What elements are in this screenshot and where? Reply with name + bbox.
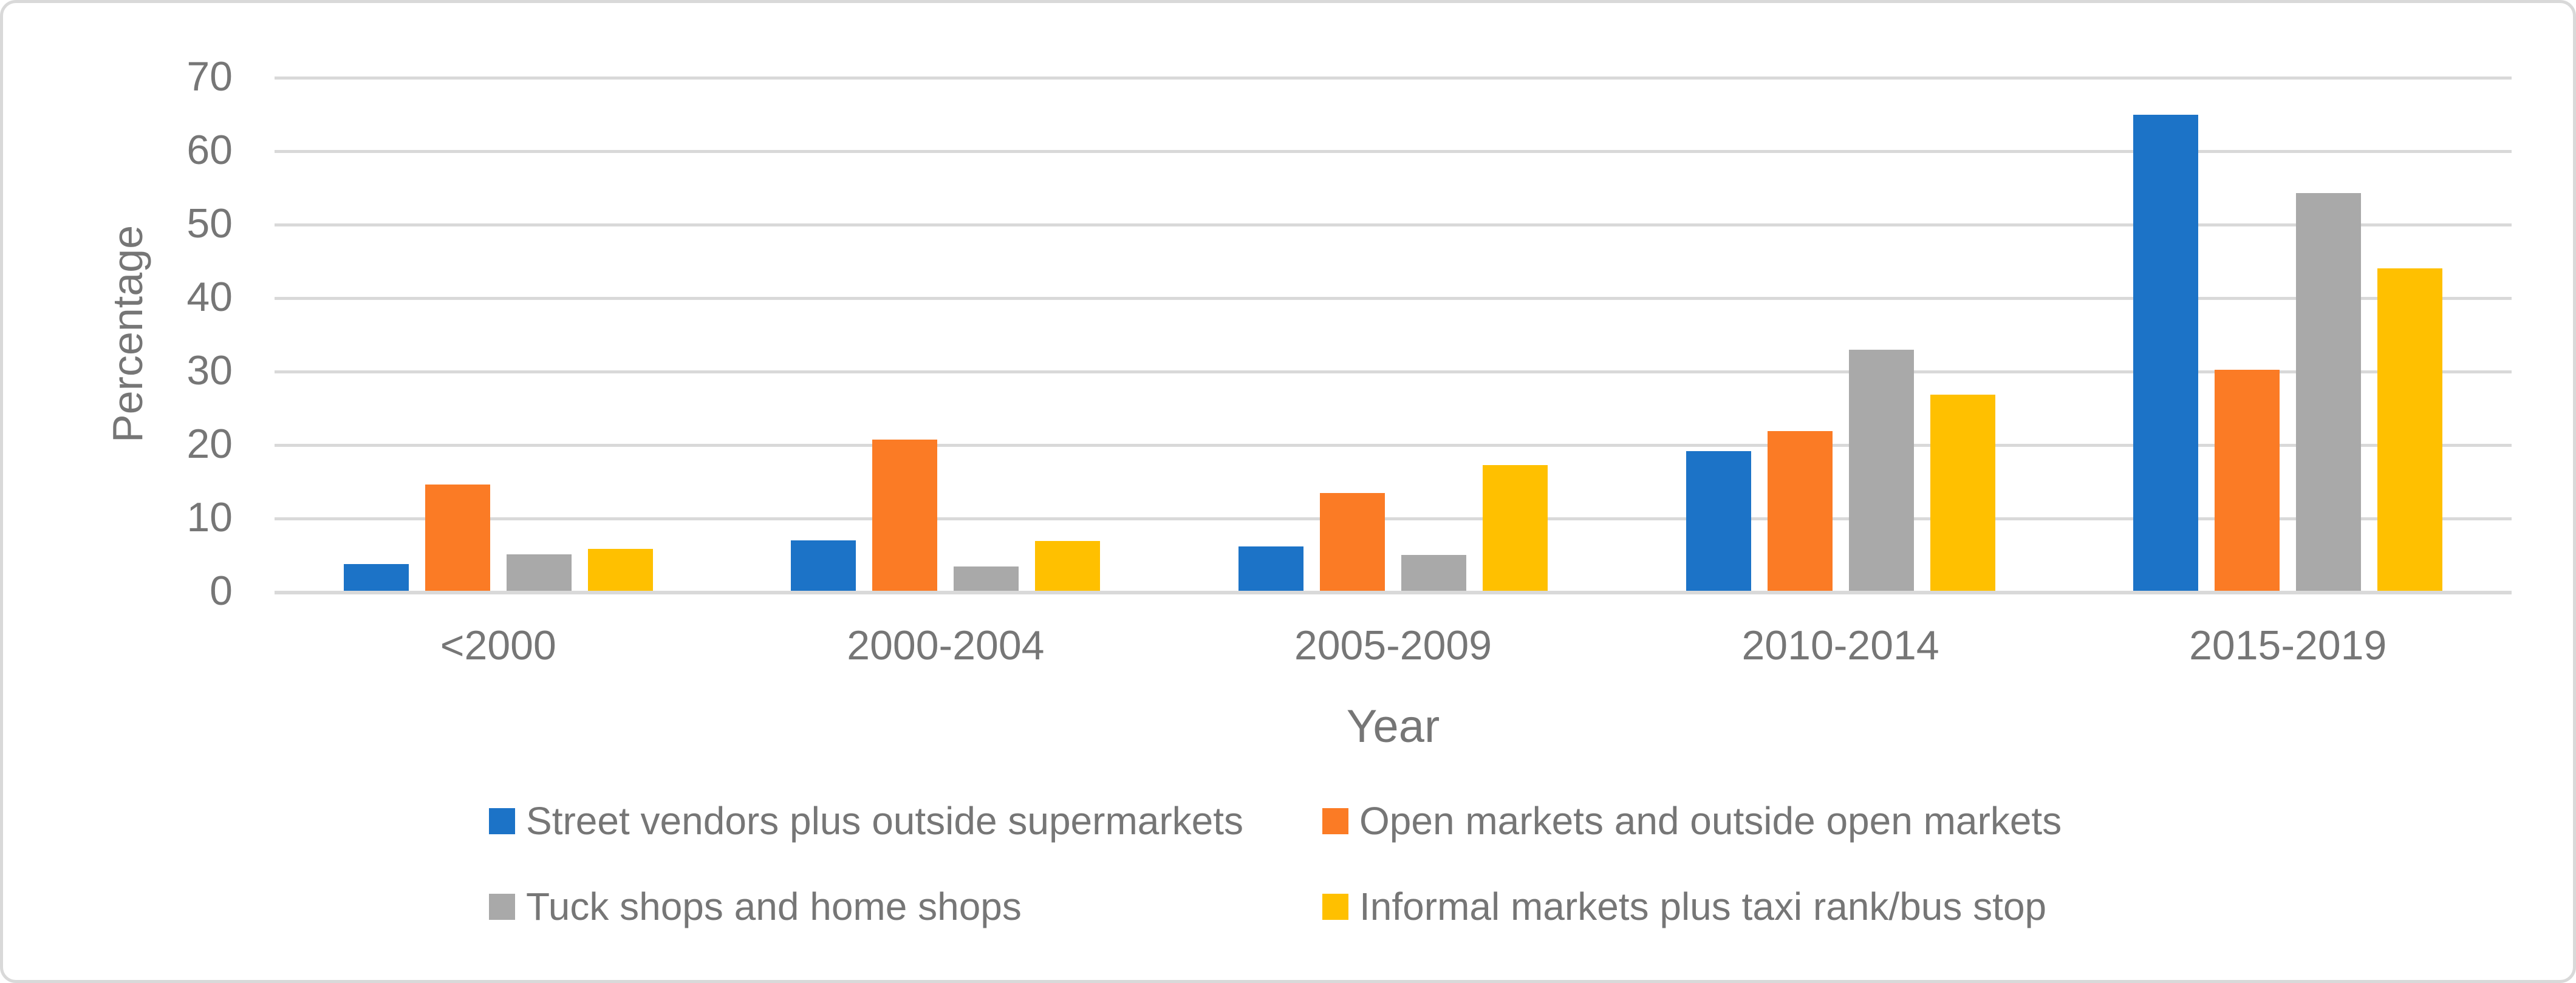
gridline-30 [275, 370, 2512, 373]
y-tick-label-50: 50 [186, 200, 233, 247]
legend-item: Street vendors plus outside supermarkets [489, 801, 1243, 840]
bar [343, 564, 409, 591]
legend-item: Open markets and outside open markets [1322, 801, 2062, 840]
bar [2133, 114, 2199, 591]
bar-group-2010-2014 [1617, 77, 2065, 591]
bar-group-<2000 [275, 77, 722, 591]
x-category-label: 2015-2019 [2189, 622, 2387, 668]
bar [1767, 431, 1833, 591]
gridline-70 [275, 77, 2512, 80]
bar [587, 549, 653, 591]
gridline-50 [275, 223, 2512, 226]
bar [506, 554, 572, 591]
legend-label: Open markets and outside open markets [1359, 799, 2062, 843]
legend-label: Street vendors plus outside supermarkets [526, 799, 1244, 843]
bar [1482, 465, 1548, 591]
bar [1401, 554, 1466, 591]
legend-swatch-icon [489, 893, 515, 920]
bar [872, 439, 938, 591]
y-tick-label-30: 30 [186, 347, 233, 393]
bar-group-2005-2009 [1169, 77, 1617, 591]
bar [1686, 451, 1751, 591]
bar [2296, 193, 2362, 591]
bar [1930, 394, 1995, 591]
y-tick-label-70: 70 [186, 53, 233, 100]
bar-group-2000-2004 [722, 77, 1170, 591]
gridline-60 [275, 150, 2512, 153]
y-tick-label-20: 20 [186, 421, 233, 467]
bar [1319, 493, 1385, 591]
bar [1848, 350, 1914, 591]
x-category-label: 2000-2004 [847, 622, 1045, 668]
legend-label: Informal markets plus taxi rank/bus stop [1359, 885, 2047, 928]
gridline-40 [275, 297, 2512, 300]
bar [425, 484, 490, 591]
legend-item: Informal markets plus taxi rank/bus stop [1322, 887, 2046, 926]
legend-swatch-icon [1322, 893, 1348, 920]
x-axis-baseline [275, 591, 2512, 594]
bar-group-2015-2019 [2064, 77, 2512, 591]
bar [791, 540, 856, 591]
bar [954, 566, 1019, 591]
gridline-20 [275, 444, 2512, 447]
legend-item: Tuck shops and home shops [489, 887, 1022, 926]
x-category-label: 2010-2014 [1741, 622, 1939, 668]
y-axis-title: Percentage [104, 225, 151, 443]
y-tick-label-60: 60 [186, 127, 233, 173]
x-category-label: 2005-2009 [1294, 622, 1492, 668]
bar [1238, 546, 1303, 591]
x-axis-title: Year [1346, 701, 1440, 752]
y-tick-label-0: 0 [210, 568, 233, 614]
x-category-label: <2000 [440, 622, 556, 668]
bar [2377, 268, 2443, 591]
bar [2215, 369, 2280, 591]
gridline-10 [275, 517, 2512, 520]
bar [1035, 540, 1101, 591]
legend-swatch-icon [1322, 808, 1348, 834]
y-tick-label-10: 10 [186, 494, 233, 540]
legend-label: Tuck shops and home shops [526, 885, 1022, 928]
y-tick-label-40: 40 [186, 274, 233, 320]
legend-swatch-icon [489, 808, 515, 834]
